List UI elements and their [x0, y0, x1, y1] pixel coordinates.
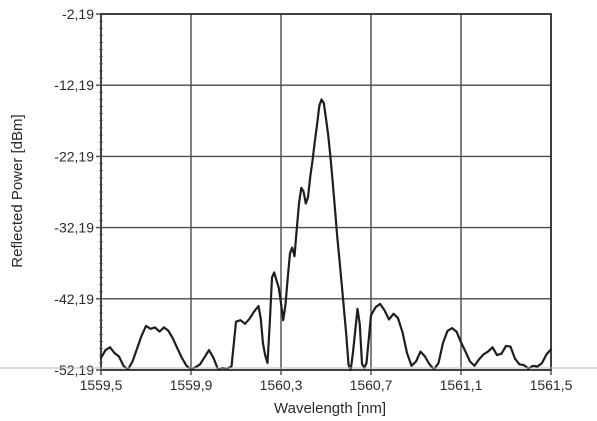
y-tick-label: -12,19 — [54, 77, 94, 93]
y-axis-ticks: -2,19 -12,19 -22,19 -32,19 -42,19 -52,19 — [54, 6, 103, 378]
y-tick-label: -52,19 — [54, 362, 94, 378]
y-tick-label: -22,19 — [54, 148, 94, 164]
y-tick-label: -32,19 — [54, 220, 94, 236]
x-tick-label: 1559,9 — [170, 377, 213, 393]
y-tick-label: -2,19 — [62, 6, 94, 22]
x-tick-label: 1561,5 — [530, 377, 573, 393]
series-line — [99, 98, 553, 372]
x-axis-ticks: 1559,5 1559,9 1560,3 1560,7 1561,1 1561,5 — [80, 370, 573, 393]
x-tick-label: 1561,1 — [440, 377, 483, 393]
y-tick-label: -42,19 — [54, 291, 94, 307]
x-tick-label: 1560,3 — [260, 377, 303, 393]
x-axis-title: Wavelength [nm] — [274, 400, 386, 417]
x-tick-label: 1560,7 — [350, 377, 393, 393]
y-axis-title: Reflected Power [dBm] — [9, 114, 26, 267]
x-tick-label: 1559,5 — [80, 377, 123, 393]
plot-frame — [100, 13, 552, 371]
grid-lines — [101, 14, 551, 370]
